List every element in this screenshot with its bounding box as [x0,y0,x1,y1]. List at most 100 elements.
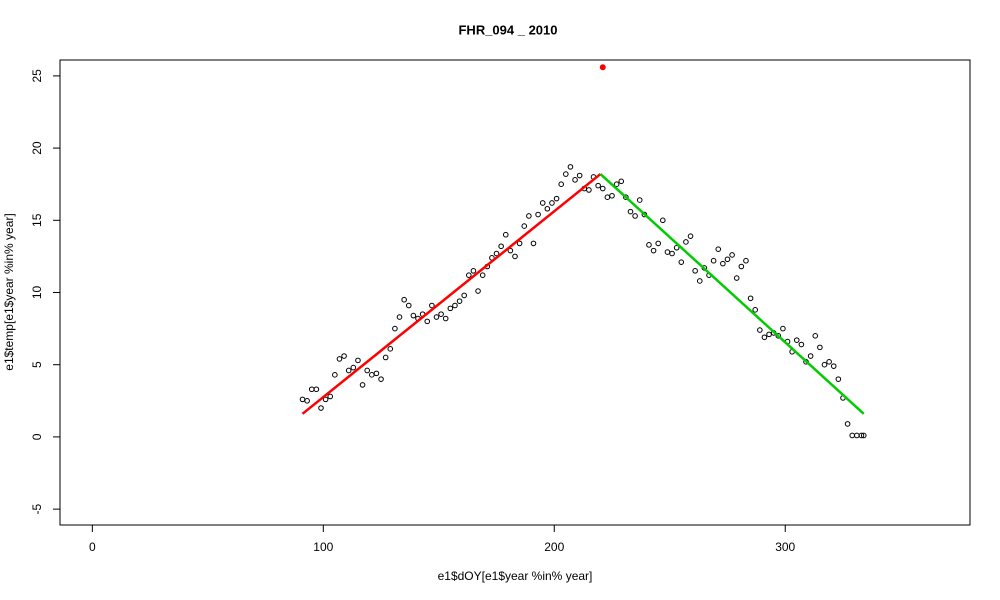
fit-line [301,173,602,415]
data-point [470,268,477,274]
data-point [456,298,463,304]
data-point [507,247,514,254]
data-point [364,367,370,374]
data-point [821,361,828,368]
data-point [627,208,634,215]
data-point [655,240,661,247]
y-tick-label: -5 [30,503,44,514]
x-tick-label: 300 [775,540,795,554]
data-point [433,314,440,320]
data-point [350,364,357,371]
data-point [738,263,745,270]
data-point [604,194,611,200]
data-point [341,353,347,359]
data-point [835,376,842,382]
data-point [687,233,694,239]
data-point [382,354,389,361]
data-point [442,315,449,322]
data-point [401,296,407,303]
data-point [636,197,643,203]
data-point [664,249,671,255]
y-tick-label: 20 [30,141,44,155]
data-point [553,195,560,202]
data-point [710,257,717,264]
data-point [673,244,680,251]
data-point [761,334,768,341]
data-point [345,367,352,374]
data-point [757,327,763,333]
y-tick-label: 25 [30,69,44,83]
x-axis-label: e1$dOY[e1$year %in% year] [438,569,593,583]
data-point [812,333,819,339]
data-point [373,370,380,377]
data-point [780,325,786,332]
data-point [322,396,329,403]
data-point [586,187,592,193]
data-point [576,172,583,179]
data-point [849,432,856,439]
data-point [660,217,666,224]
data-point [549,200,555,206]
data-point [729,252,735,258]
data-point [558,181,564,187]
data-point [493,250,500,257]
data-point [502,231,509,238]
data-point [369,372,375,378]
data-point [775,333,782,339]
data-point [599,185,606,192]
data-point [683,239,689,245]
fit-line [599,173,865,415]
data-point [743,257,749,264]
y-axis-label: e1$temp[e1$year %in% year] [2,213,16,370]
data-point [438,311,444,317]
data-point [715,246,722,252]
data-point [678,259,685,265]
data-point [609,192,615,199]
y-tick-label: 10 [30,286,44,300]
data-point [332,372,338,378]
data-point [858,432,865,439]
data-point [424,318,431,325]
data-point [572,177,578,183]
data-point [650,247,657,254]
data-point [632,213,638,219]
y-tick-label: 15 [30,213,44,227]
data-point [747,295,754,302]
data-point [475,288,481,294]
data-point [544,205,551,212]
x-tick-label: 200 [544,540,564,554]
data-point [793,337,800,343]
data-point [429,302,435,309]
data-point [724,256,731,263]
data-point [830,363,837,369]
data-point [479,272,486,278]
data-point [669,250,675,257]
data-point [405,302,412,309]
data-point [854,432,860,439]
highlight-point [599,64,606,71]
chart-title: FHR_094 _ 2010 [458,22,557,37]
data-point [387,346,394,352]
data-point [752,307,759,313]
data-point [299,396,306,403]
data-point [498,243,504,250]
y-tick-label: 0 [30,433,44,440]
data-point [336,356,343,362]
data-point [530,240,537,247]
data-point [696,278,703,284]
data-point [692,268,698,274]
data-point [313,386,320,393]
data-point [860,432,867,439]
data-point [452,302,458,309]
data-point [447,305,454,312]
data-point [359,382,366,388]
data-point [535,211,541,218]
data-point [516,240,523,247]
data-point [466,272,472,278]
data-point [539,200,546,206]
data-point [327,393,334,400]
data-point [521,223,528,229]
data-point [766,331,772,338]
data-point [512,253,518,260]
